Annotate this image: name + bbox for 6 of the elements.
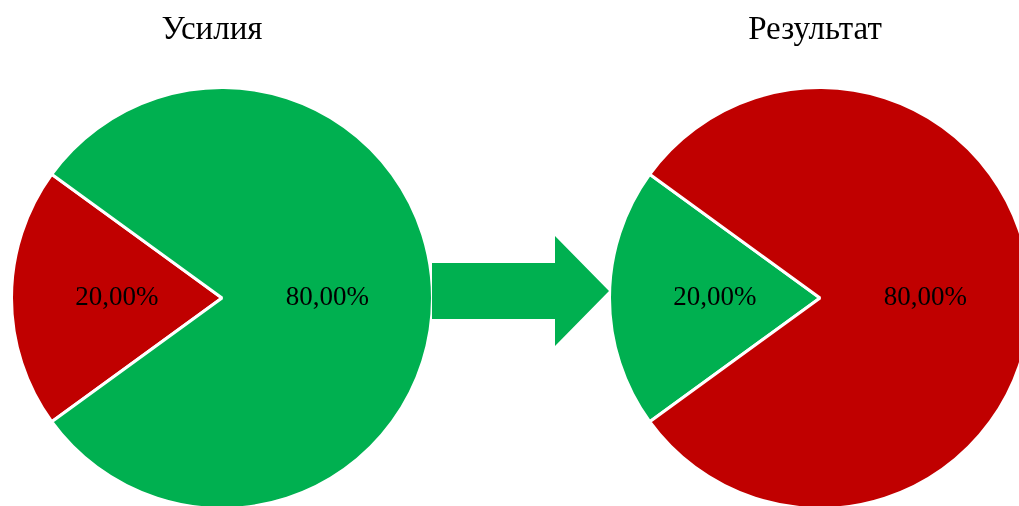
data-label: 80,00% [285,281,369,312]
data-label: 20,00% [673,281,757,312]
data-label: 20,00% [75,281,159,312]
chart-title: Усилия [161,10,263,47]
data-label: 80,00% [883,281,967,312]
chart-title: Результат [748,10,882,47]
